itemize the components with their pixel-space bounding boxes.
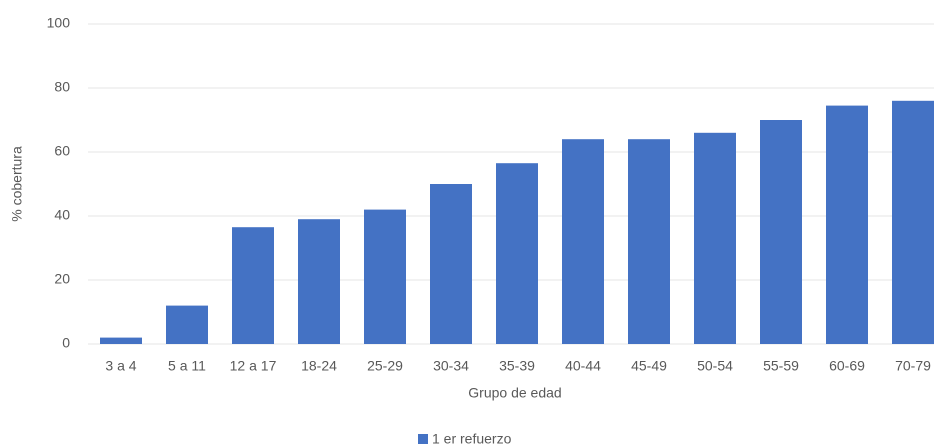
x-tick-label: 3 a 4 (105, 358, 136, 374)
y-tick-label: 40 (54, 207, 70, 223)
y-tick-label: 60 (54, 143, 70, 159)
bar (364, 209, 406, 344)
x-tick-label: 70-79 (895, 358, 931, 374)
x-tick-label: 50-54 (697, 358, 733, 374)
bar (628, 139, 670, 344)
bar (100, 337, 142, 344)
x-tick-label: 18-24 (301, 358, 337, 374)
bar (892, 100, 934, 344)
bar (826, 105, 868, 344)
bar (694, 132, 736, 344)
x-tick-label: 5 a 11 (168, 358, 206, 374)
x-tick-label: 25-29 (367, 358, 403, 374)
bar (298, 219, 340, 344)
x-tick-label: 12 a 17 (230, 358, 277, 374)
x-tick-label: 35-39 (499, 358, 535, 374)
x-tick-label: 45-49 (631, 358, 667, 374)
bar (166, 305, 208, 344)
y-tick-label: 80 (54, 79, 70, 95)
bar (496, 163, 538, 344)
x-axis-title: Grupo de edad (468, 385, 561, 401)
bar (430, 184, 472, 344)
x-tick-label: 60-69 (829, 358, 865, 374)
y-tick-label: 20 (54, 271, 70, 287)
bar (562, 139, 604, 344)
legend-label: 1 er refuerzo (432, 431, 512, 447)
bar (760, 120, 802, 344)
x-tick-label: 40-44 (565, 358, 601, 374)
legend-swatch (418, 434, 428, 444)
bar (232, 227, 274, 344)
y-axis-title: % cobertura (9, 146, 25, 222)
y-tick-label: 100 (47, 15, 71, 31)
x-tick-label: 55-59 (763, 358, 799, 374)
y-tick-label: 0 (62, 335, 70, 351)
x-tick-label: 30-34 (433, 358, 469, 374)
